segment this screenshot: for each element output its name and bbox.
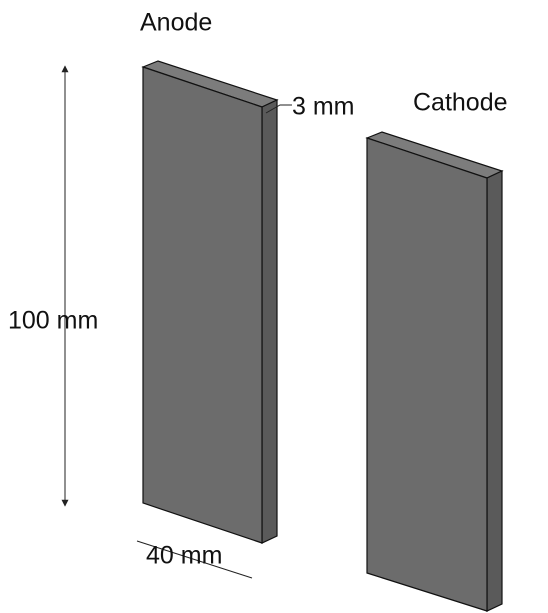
cathode-side xyxy=(486,170,503,612)
thickness-label: 3 mm xyxy=(292,93,355,121)
anode-plate xyxy=(141,60,279,544)
height-label: 100 mm xyxy=(8,307,98,335)
anode-front xyxy=(142,66,263,544)
width-dimension xyxy=(136,540,253,579)
cathode-plate xyxy=(365,131,504,612)
anode-label: Anode xyxy=(140,9,212,37)
cathode-label: Cathode xyxy=(413,89,508,117)
thickness-leader xyxy=(265,104,292,114)
anode-side xyxy=(261,99,278,544)
cathode-front xyxy=(366,137,488,612)
width-label: 40 mm xyxy=(146,542,222,570)
